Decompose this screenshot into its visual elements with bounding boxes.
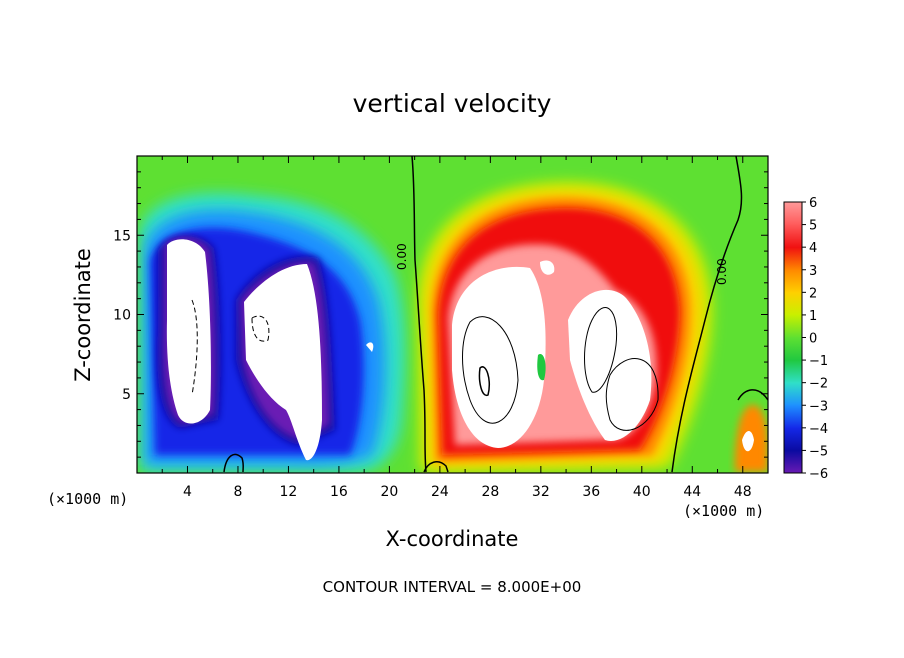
updraft-region (418, 181, 768, 472)
contour-interval-text: CONTOUR INTERVAL = 8.000E+00 (323, 578, 582, 596)
x-tick-label: 32 (532, 484, 550, 500)
downdraft-region (140, 193, 406, 472)
updraft-saturated-left (452, 266, 546, 448)
colorbar-label: −1 (809, 354, 828, 369)
updraft-edge-cell-white (742, 431, 754, 452)
colorbar-label: −5 (809, 444, 828, 459)
x-tick-label: 24 (431, 484, 449, 500)
colorbar-label: −3 (809, 399, 828, 414)
x-unit-left: (×1000 m) (47, 490, 128, 508)
colorbar-label: −2 (809, 377, 828, 392)
x-axis: 4 8 12 16 20 24 28 32 36 40 44 48 (136, 156, 769, 500)
zero-contour-bottom-3 (737, 389, 768, 401)
x-tick-label: 8 (233, 484, 242, 500)
colorbar-segment (784, 382, 802, 406)
positive-contour-left (462, 316, 519, 424)
zero-contour-bottom-2 (423, 461, 449, 473)
colorbar-segment (784, 337, 802, 361)
colorbar-segment (784, 247, 802, 271)
downdraft-saturated-left (166, 239, 211, 424)
x-axis-label: X-coordinate (386, 527, 519, 551)
x-tick-label: 28 (481, 484, 499, 500)
updraft-top-cell (540, 260, 555, 275)
colorbar-segment (784, 314, 802, 338)
y-axis: 5 10 15 (113, 171, 768, 458)
x-tick-label: 44 (683, 484, 701, 500)
colorbar-segment (784, 224, 802, 248)
colorbar: 6 5 4 3 2 1 0 −1 −2 −3 −4 −5 −6 (783, 196, 828, 482)
contour-label-left: 0.00 (395, 243, 409, 270)
contour-label-right: 0.00 (715, 258, 729, 285)
negative-contour-mid (251, 315, 270, 342)
x-tick-label: 20 (380, 484, 398, 500)
downdraft-small-cell (366, 342, 374, 352)
x-tick-label: 48 (734, 484, 752, 500)
positive-contour-right (584, 307, 618, 393)
y-tick-label: 10 (113, 308, 131, 324)
colorbar-segment (784, 269, 802, 293)
positive-contour-left-inner (478, 366, 491, 397)
chart-title: vertical velocity (353, 89, 552, 118)
x-tick-label: 40 (633, 484, 651, 500)
x-tick-label: 36 (582, 484, 600, 500)
colorbar-label: 5 (809, 219, 817, 234)
colorbar-label: −4 (809, 422, 828, 437)
zero-contour-bottom-1 (223, 453, 244, 473)
heatmap-field: 0.00 0.00 (137, 156, 768, 473)
colorbar-segment (784, 427, 802, 451)
x-unit-right: (×1000 m) (683, 502, 764, 520)
colorbar-segment (784, 202, 802, 226)
colorbar-label: 3 (809, 264, 817, 279)
x-tick-label: 16 (330, 484, 348, 500)
colorbar-label: 4 (809, 241, 817, 256)
y-tick-label: 15 (113, 228, 131, 244)
colorbar-segment (784, 450, 802, 474)
negative-contour-left (191, 299, 198, 396)
y-axis-label: Z-coordinate (71, 248, 95, 382)
colorbar-label: 0 (809, 332, 817, 347)
colorbar-label: 1 (809, 309, 817, 324)
zero-contour-right (671, 156, 743, 473)
x-tick-label: 12 (280, 484, 298, 500)
colorbar-segment (784, 405, 802, 429)
updraft-green-notch (537, 354, 546, 381)
downdraft-saturated-mid (244, 264, 322, 461)
colorbar-segment (784, 360, 802, 384)
colorbar-label: −6 (809, 467, 828, 482)
positive-contour-far-right (605, 358, 659, 431)
colorbar-segment (784, 292, 802, 316)
x-tick-label: 4 (183, 484, 192, 500)
zero-contours (223, 156, 768, 473)
zero-contour-left (411, 156, 427, 473)
y-tick-label: 5 (122, 387, 131, 403)
colorbar-label: 2 (809, 286, 817, 301)
colorbar-label: 6 (809, 196, 817, 211)
